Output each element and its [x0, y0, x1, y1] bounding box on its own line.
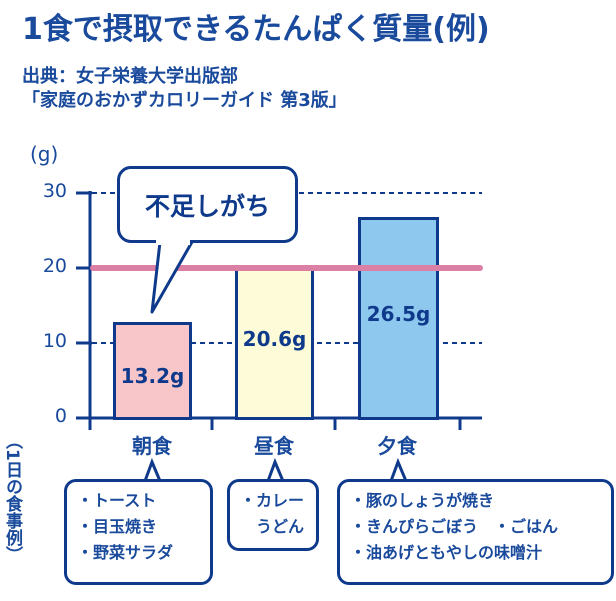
- source-line-2: 「家庭のおかずカロリーガイド 第3版」: [22, 90, 347, 111]
- callout-text: 不足しがち: [144, 191, 270, 221]
- callout-bubble: 不足しがち: [117, 166, 298, 243]
- source-line-1: 出典：女子栄養大学出版部: [22, 66, 238, 87]
- bar-breakfast: 13.2g: [113, 322, 192, 420]
- meal-item: ・カレー: [240, 491, 305, 510]
- category-lunch: 昼食: [254, 434, 294, 458]
- category-dinner: 夕食: [377, 434, 417, 458]
- meal-box-dinner: ・豚のしょうが焼き ・きんぴらごぼう ・ごはん ・油あげともやしの味噌汁: [337, 479, 614, 585]
- y-tick-10: 10: [42, 330, 67, 352]
- y-tick-20: 20: [42, 255, 67, 277]
- page-title: 1食で摂取できるたんぱく質量(例): [22, 12, 490, 47]
- y-tick-30: 30: [42, 180, 67, 202]
- meal-item: ・野菜サラダ: [77, 543, 174, 562]
- daily-meal-example-label: （1日の食事例）: [2, 432, 22, 563]
- meal-box-breakfast: ・トースト ・目玉焼き ・野菜サラダ: [64, 479, 213, 585]
- bar-value: 26.5g: [366, 301, 431, 326]
- bar-value: 20.6g: [242, 326, 307, 351]
- reference-line-20g: [90, 265, 483, 271]
- bar-value: 13.2g: [120, 364, 185, 388]
- y-tick-0: 0: [54, 405, 67, 427]
- bar-dinner: 26.5g: [358, 217, 439, 420]
- meal-box-lunch: ・カレー うどん: [227, 479, 319, 551]
- bar-lunch: 20.6g: [235, 270, 314, 420]
- meal-item: ・きんぴらごぼう ・ごはん: [350, 517, 559, 536]
- meal-item: ・目玉焼き: [77, 517, 158, 536]
- meal-item: うどん: [240, 517, 305, 536]
- y-axis-unit: (g): [30, 142, 59, 166]
- callout-joint: [156, 239, 190, 245]
- meal-item: ・豚のしょうが焼き: [350, 491, 495, 510]
- meal-item: ・油あげともやしの味噌汁: [350, 543, 543, 562]
- category-breakfast: 朝食: [132, 434, 172, 458]
- meal-item: ・トースト: [77, 491, 157, 510]
